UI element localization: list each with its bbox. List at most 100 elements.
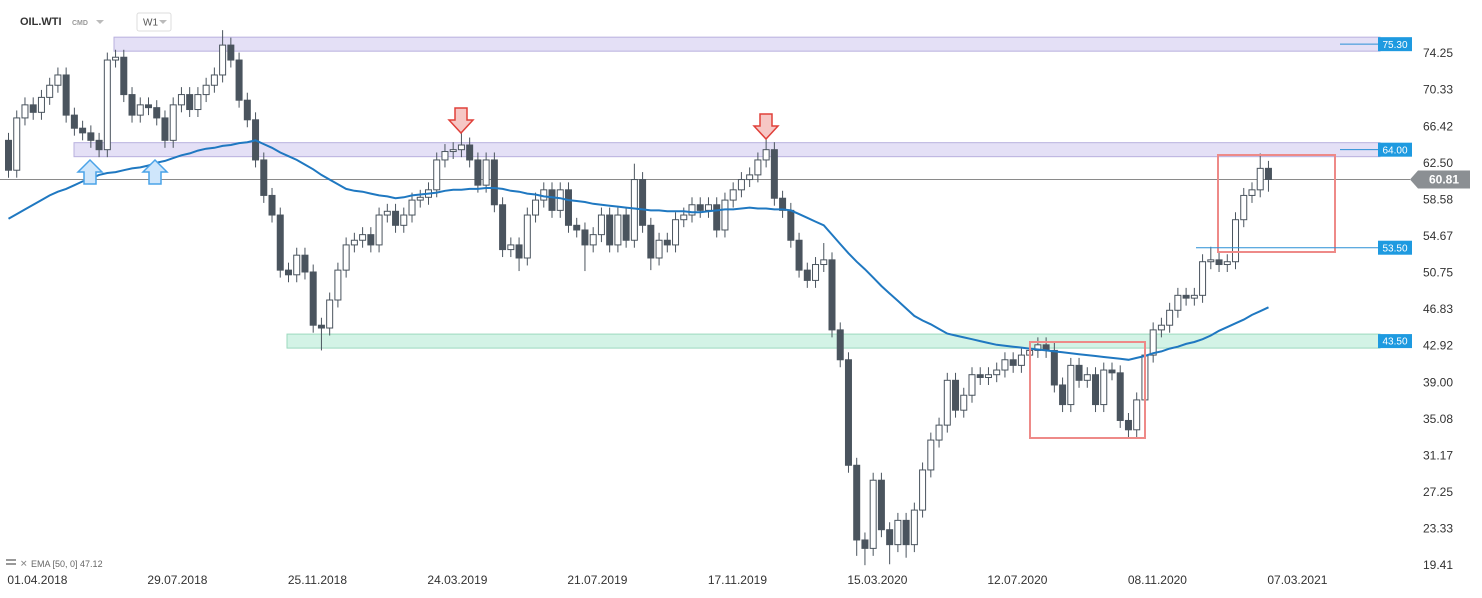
up-arrow — [141, 158, 169, 185]
candle-body — [663, 239, 671, 246]
candle-body — [515, 244, 523, 259]
candle-body — [293, 254, 301, 276]
zone — [113, 36, 1381, 52]
y-tick-label: 27.25 — [1423, 485, 1453, 499]
candle-body — [350, 239, 358, 246]
x-tick-label: 25.11.2018 — [288, 573, 347, 587]
candle-body — [408, 199, 416, 216]
y-tick-label: 74.25 — [1423, 46, 1453, 60]
candle-body — [1050, 349, 1058, 386]
candle-body — [474, 159, 482, 186]
candle-body — [309, 271, 317, 326]
candle-body — [532, 199, 540, 216]
interval[interactable]: W1 — [143, 18, 158, 29]
candle-body — [639, 179, 647, 226]
candle-body — [1067, 364, 1075, 406]
y-tick-label: 31.17 — [1423, 448, 1453, 462]
candle-body — [70, 114, 78, 129]
candle-body — [153, 107, 161, 119]
caret[interactable] — [96, 20, 104, 24]
level-tag — [1378, 334, 1412, 349]
x-tick-label: 24.03.2019 — [427, 573, 487, 587]
candle-body — [861, 539, 869, 549]
candle-body — [853, 464, 861, 541]
candle-body — [680, 214, 688, 221]
candle-body — [433, 159, 441, 191]
y-tick-label: 58.58 — [1423, 192, 1453, 206]
candle-body — [1083, 374, 1091, 381]
price-tag-label: 60.81 — [1429, 173, 1459, 187]
candle-body — [564, 189, 572, 226]
y-tick-label: 54.67 — [1423, 229, 1453, 243]
legend-value: 47.12 — [80, 559, 103, 569]
candle-body — [13, 117, 21, 171]
y-tick-label: 19.41 — [1423, 558, 1453, 572]
candle-body — [960, 394, 968, 411]
candle-body — [375, 214, 383, 246]
ema-line — [8, 139, 1269, 361]
candle-body — [795, 239, 803, 271]
candle-body — [1116, 372, 1124, 421]
level-label: 43.50 — [1382, 337, 1407, 348]
candle-body — [1207, 259, 1215, 263]
candle-body — [1190, 294, 1198, 299]
candle-body — [886, 529, 894, 546]
candle-body — [1100, 369, 1108, 406]
level-label: 53.50 — [1382, 243, 1407, 254]
candle-body — [37, 96, 45, 113]
down-arrow — [447, 107, 475, 135]
candle-body — [655, 239, 663, 259]
y-tick-label: 42.92 — [1423, 339, 1453, 353]
candle-body — [1223, 261, 1231, 266]
candle-body — [688, 204, 696, 216]
candle-body — [968, 374, 976, 396]
y-tick-label: 35.08 — [1423, 412, 1453, 426]
candle-body — [383, 210, 391, 216]
candle-body — [556, 189, 564, 211]
candle-body — [169, 104, 177, 141]
candle-body — [647, 224, 655, 259]
legend-name: EMA [50, 0] — [31, 559, 78, 569]
candle-body — [935, 424, 943, 441]
legend-icon — [6, 563, 16, 565]
x-tick-label: 17.11.2019 — [708, 573, 767, 587]
candle-body — [606, 214, 614, 246]
candle-body — [219, 44, 227, 76]
candle-body — [5, 139, 12, 171]
legend-icon — [6, 559, 16, 561]
candle-body — [79, 127, 87, 134]
candle-body — [120, 56, 128, 96]
candle-body — [754, 159, 762, 176]
candle-body — [548, 189, 556, 211]
candle-body — [803, 269, 811, 281]
candle-body — [573, 224, 581, 231]
candle-body — [1166, 309, 1174, 326]
candle-body — [186, 94, 194, 111]
candle-body — [1199, 261, 1207, 296]
candle-body — [1248, 189, 1256, 196]
y-tick-label: 23.33 — [1423, 522, 1453, 536]
level-tag — [1378, 37, 1412, 52]
candle-body — [1001, 359, 1009, 371]
x-tick-label: 29.07.2018 — [147, 573, 207, 587]
candle-body — [1240, 194, 1248, 221]
candle-body — [29, 104, 37, 113]
symbol: OIL.WTI — [20, 16, 62, 28]
candle-body — [1092, 374, 1100, 406]
candle-body — [1059, 384, 1067, 406]
candle-body — [482, 159, 490, 186]
candle-body — [466, 144, 474, 161]
market: CMD — [72, 20, 88, 27]
candle-body — [902, 519, 910, 546]
candle-body — [1133, 399, 1141, 431]
annotations — [76, 107, 1336, 439]
x-tick-label: 21.07.2019 — [567, 573, 627, 587]
candle-body — [844, 359, 852, 466]
candle-body — [1124, 419, 1132, 431]
candle-body — [993, 369, 1001, 376]
interval-box[interactable] — [136, 12, 172, 32]
candle-body — [1108, 369, 1116, 374]
legend-close[interactable]: ✕ — [20, 558, 28, 568]
